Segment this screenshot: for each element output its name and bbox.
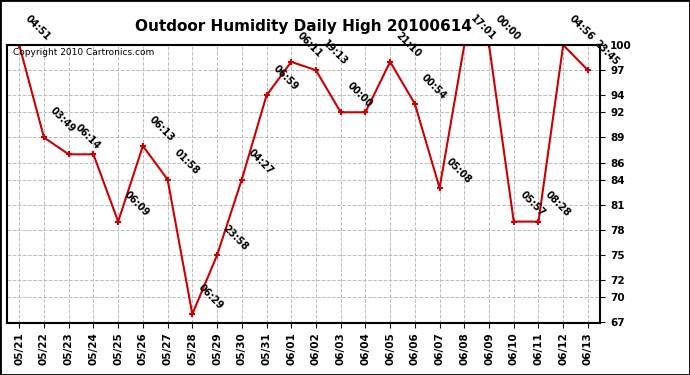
Text: 04:27: 04:27 xyxy=(246,148,275,177)
Text: 06:59: 06:59 xyxy=(270,64,299,93)
Text: 06:11: 06:11 xyxy=(295,30,324,59)
Text: 00:54: 00:54 xyxy=(419,72,448,101)
Text: 06:14: 06:14 xyxy=(73,123,102,152)
Text: 06:13: 06:13 xyxy=(147,114,176,143)
Text: 04:56: 04:56 xyxy=(567,13,596,42)
Text: 04:51: 04:51 xyxy=(23,13,52,42)
Text: Copyright 2010 Cartronics.com: Copyright 2010 Cartronics.com xyxy=(13,48,154,57)
Text: 23:45: 23:45 xyxy=(592,39,621,68)
Text: 06:09: 06:09 xyxy=(122,190,151,219)
Text: 06:29: 06:29 xyxy=(197,282,226,311)
Text: 00:00: 00:00 xyxy=(345,81,374,110)
Text: Outdoor Humidity Daily High 20100614: Outdoor Humidity Daily High 20100614 xyxy=(135,19,472,34)
Text: 08:28: 08:28 xyxy=(542,190,572,219)
Text: 00:00: 00:00 xyxy=(493,13,522,42)
Text: 23:58: 23:58 xyxy=(221,224,250,252)
Text: 01:58: 01:58 xyxy=(172,148,201,177)
Text: 21:10: 21:10 xyxy=(394,30,423,59)
Text: 05:08: 05:08 xyxy=(444,156,473,185)
Text: 05:57: 05:57 xyxy=(518,190,547,219)
Text: 19:13: 19:13 xyxy=(320,39,349,68)
Text: 17:01: 17:01 xyxy=(469,13,497,42)
Text: 03:49: 03:49 xyxy=(48,106,77,135)
